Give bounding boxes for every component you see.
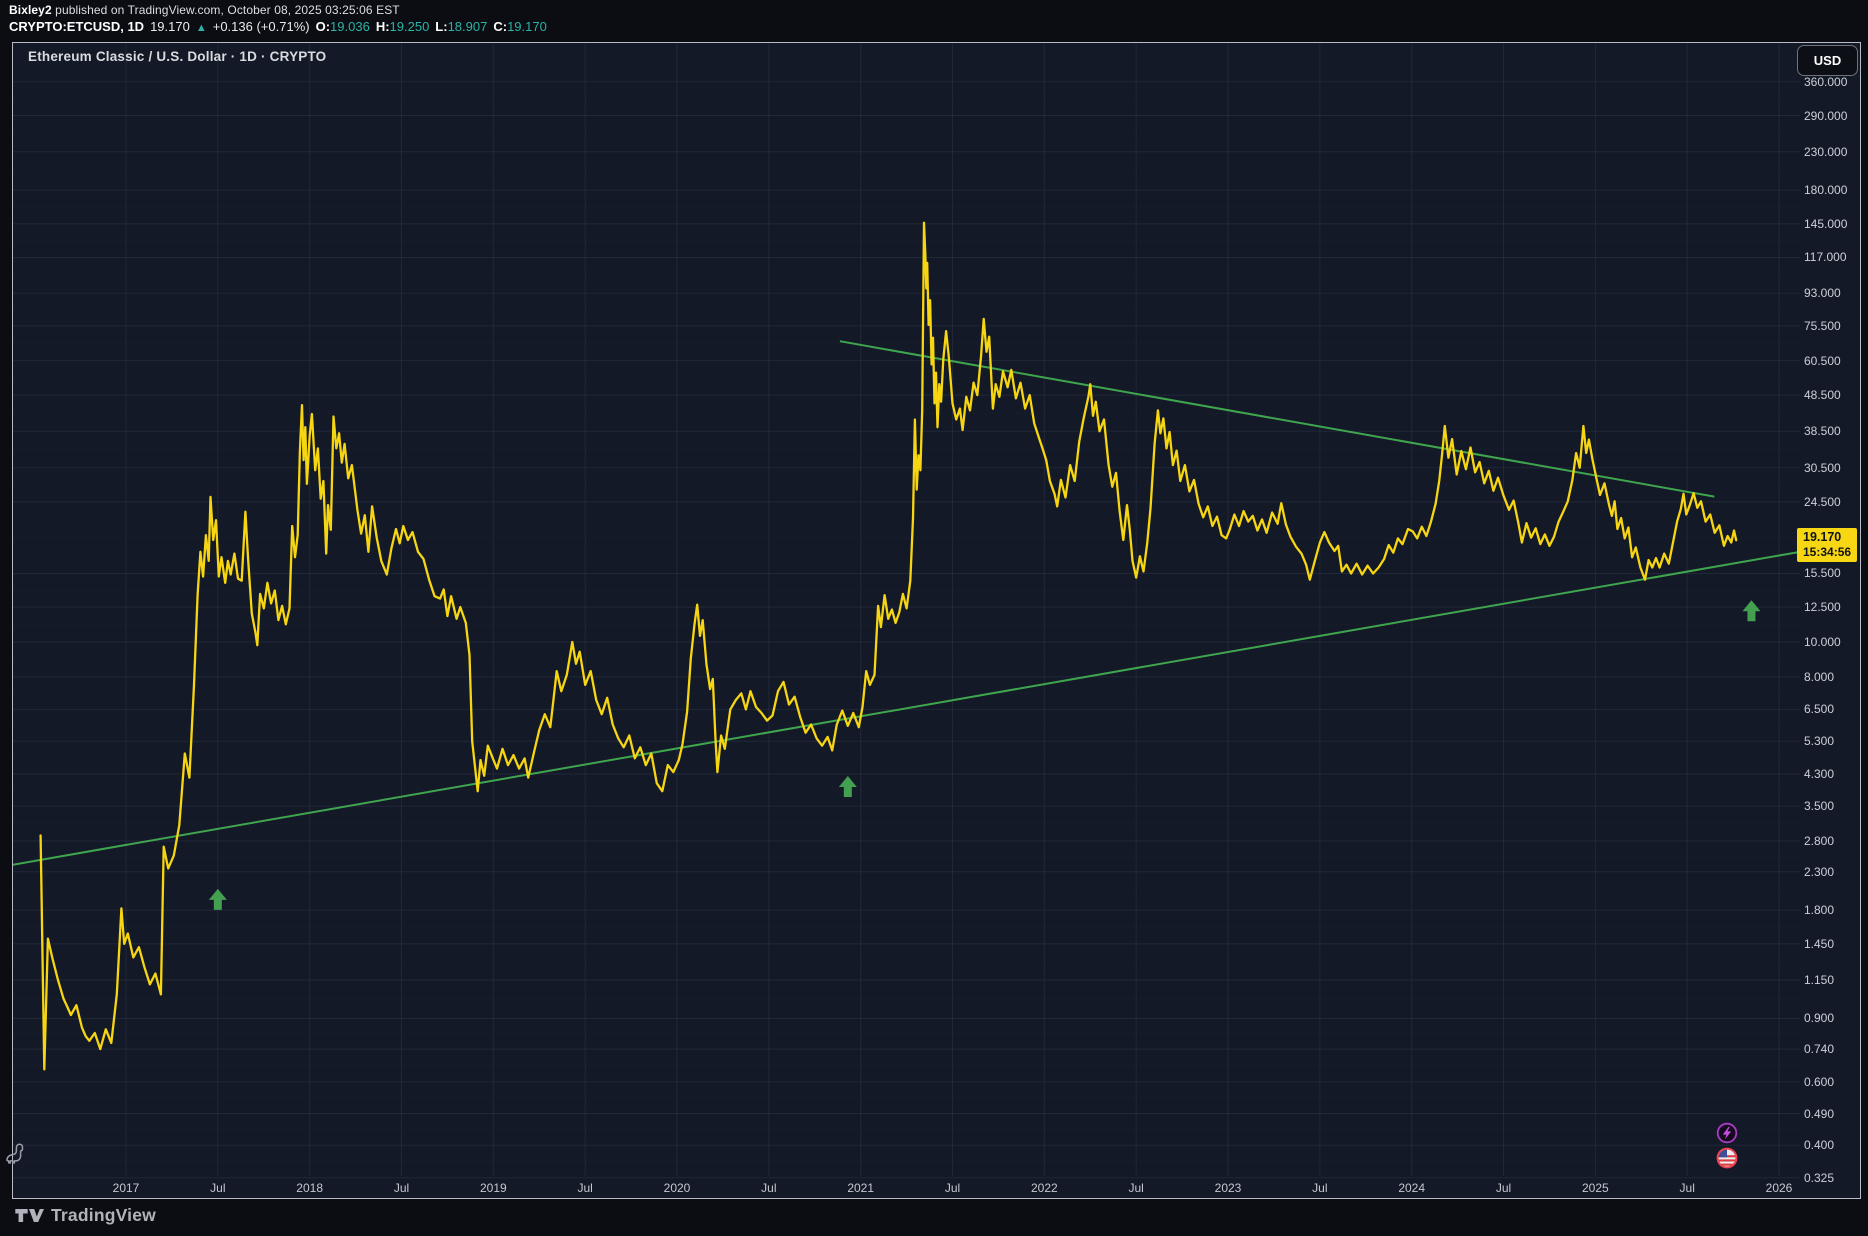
time-tick-label: Jul	[1128, 1181, 1144, 1195]
bar-countdown: 15:34:56	[1803, 545, 1852, 559]
up-triangle-icon: ▲	[195, 22, 207, 34]
price-tick-label: 10.000	[1804, 635, 1841, 649]
price-tick-label: 1.450	[1804, 936, 1835, 951]
price-tick-label: 0.900	[1804, 1011, 1835, 1026]
chart-title: Ethereum Classic / U.S. Dollar · 1D · CR…	[28, 49, 327, 64]
time-tick-label: 2024	[1398, 1181, 1426, 1195]
time-tick-label: 2026	[1765, 1181, 1793, 1195]
last-price: 19.170	[150, 19, 190, 34]
price-tick-label: 230.000	[1804, 144, 1848, 159]
price-tick-label: 0.490	[1804, 1106, 1835, 1121]
price-tick-label: 30.500	[1804, 460, 1841, 475]
price-tick-label: 0.325	[1804, 1170, 1835, 1185]
publish-info: Bixley2 published on TradingView.com, Oc…	[9, 3, 400, 17]
time-tick-label: Jul	[1679, 1181, 1695, 1195]
time-tick-label: 2021	[847, 1181, 875, 1195]
price-tick-label: 2.300	[1804, 864, 1835, 879]
time-tick-label: Jul	[1495, 1181, 1512, 1195]
high-label: H:	[375, 19, 390, 34]
price-tick-label: 180.000	[1804, 183, 1848, 198]
price-tick-label: 75.500	[1804, 318, 1841, 333]
time-tick-label: 2022	[1030, 1181, 1058, 1195]
price-tick-label: 12.500	[1804, 600, 1841, 615]
price-tick-label: 0.400	[1804, 1138, 1835, 1153]
price-tick-label: 2.800	[1804, 834, 1835, 849]
time-tick-label: Jul	[1312, 1181, 1328, 1195]
current-price-label: 19.170 15:34:56	[1797, 528, 1857, 562]
symbol-status-row: CRYPTO:ETCUSD, 1D 19.170 ▲ +0.136 (+0.71…	[9, 19, 547, 34]
time-tick-label: Jul	[577, 1181, 593, 1195]
tradingview-logo-text: TradingView	[51, 1205, 156, 1225]
price-tick-label: 1.150	[1804, 973, 1835, 988]
time-tick-label: 2019	[479, 1181, 507, 1195]
price-tick-label: 0.600	[1804, 1074, 1835, 1089]
price-tick-label: 38.500	[1804, 424, 1841, 439]
low-label: L:	[435, 19, 448, 34]
price-tick-label: 60.500	[1804, 353, 1841, 368]
price-change: +0.136 (+0.71%)	[212, 19, 310, 34]
price-tick-label: 0.740	[1804, 1042, 1835, 1057]
price-tick-label: 6.500	[1804, 702, 1835, 717]
current-price-value: 19.170	[1803, 530, 1842, 544]
price-tick-label: 5.300	[1804, 734, 1835, 749]
time-tick-label: Jul	[210, 1181, 226, 1195]
chart-panel[interactable]	[12, 42, 1861, 1199]
currency-unit-button[interactable]: USD	[1797, 45, 1858, 76]
tradingview-logo[interactable]: TradingView	[14, 1205, 156, 1226]
high-value: 19.250	[389, 19, 430, 34]
symbol-name: CRYPTO:ETCUSD, 1D	[9, 19, 145, 34]
open-value: 19.036	[330, 19, 370, 34]
time-tick-label: 2020	[663, 1181, 691, 1195]
price-tick-label: 290.000	[1804, 108, 1848, 123]
time-tick-label: Jul	[761, 1181, 777, 1195]
author-name: Bixley2	[9, 3, 52, 17]
price-tick-label: 117.000	[1804, 250, 1847, 265]
price-tick-label: 145.000	[1804, 216, 1848, 231]
tradingview-logo-icon	[15, 1208, 44, 1223]
time-tick-label: 2017	[112, 1181, 140, 1195]
close-label: C:	[493, 19, 508, 34]
price-tick-label: 4.300	[1804, 766, 1835, 781]
low-value: 18.907	[447, 19, 488, 34]
price-tick-label: 1.800	[1804, 903, 1835, 918]
time-tick-label: 2025	[1582, 1181, 1609, 1195]
time-tick-label: 2023	[1214, 1181, 1242, 1195]
publish-text: published on TradingView.com, October 08…	[51, 3, 400, 17]
price-tick-label: 3.500	[1804, 799, 1835, 814]
price-tick-label: 24.500	[1804, 494, 1841, 509]
time-tick-label: 2018	[296, 1181, 323, 1195]
time-tick-label: Jul	[944, 1181, 961, 1195]
close-value: 19.170	[507, 19, 547, 34]
price-tick-label: 15.500	[1804, 566, 1841, 581]
price-tick-label: 48.500	[1804, 388, 1841, 403]
open-label: O:	[315, 19, 331, 34]
price-tick-label: 93.000	[1804, 286, 1841, 301]
time-tick-label: Jul	[393, 1181, 410, 1195]
price-tick-label: 8.000	[1804, 669, 1835, 684]
price-tick-label: 360.000	[1804, 74, 1848, 89]
